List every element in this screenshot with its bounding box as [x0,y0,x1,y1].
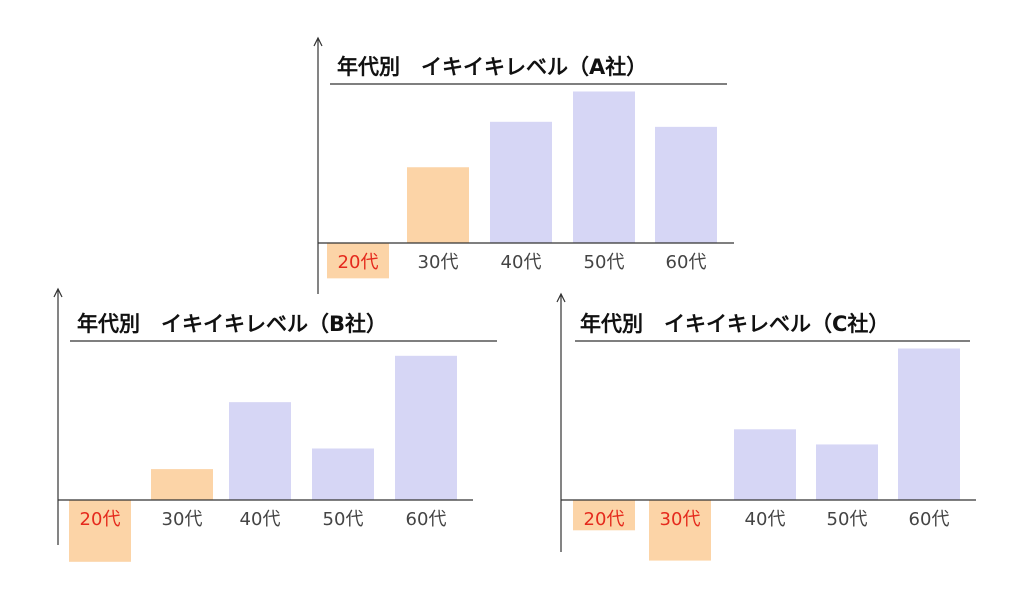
bar-company-c-1 [573,500,635,531]
y-axis-arrow-icon [53,287,63,298]
tick-label-company-c-5: 60代 [909,509,950,530]
tick-label-company-a-3: 40代 [501,252,542,273]
tick-label-company-b-3: 40代 [240,509,281,530]
tick-label-company-a-4: 50代 [584,252,625,273]
tick-label-company-a-5: 60代 [666,252,707,273]
bar-company-c-2 [649,500,711,561]
tick-label-company-a-1: 20代 [338,252,379,273]
chart-title-company-b: 年代別 イキイキレベル（B社） [77,312,387,336]
chart-company-b: 年代別 イキイキレベル（B社） 20代 30代 40代 50代 60代 [53,287,497,562]
tick-label-company-c-1: 20代 [584,509,625,530]
bar-company-c-4 [816,444,878,500]
tick-label-company-c-2: 30代 [660,509,701,530]
bar-company-a-2 [407,167,469,243]
tick-label-company-b-5: 60代 [406,509,447,530]
chart-title-company-a: 年代別 イキイキレベル（A社） [337,55,647,79]
y-axis-arrow-icon [313,36,323,47]
bar-company-a-3 [490,121,552,243]
tick-label-company-b-4: 50代 [323,509,364,530]
bar-company-a-1 [327,243,389,279]
bar-company-a-5 [655,126,717,243]
bar-company-c-3 [734,429,796,500]
bar-company-a-4 [573,91,635,243]
tick-label-company-b-1: 20代 [80,509,121,530]
chart-company-c: 年代別 イキイキレベル（C社） 20代 30代 40代 50代 60代 [556,292,976,561]
bar-company-b-3 [229,402,291,500]
tick-label-company-c-4: 50代 [827,509,868,530]
tick-label-company-a-2: 30代 [418,252,459,273]
chart-title-company-c: 年代別 イキイキレベル（C社） [580,312,889,336]
chart-company-a: 年代別 イキイキレベル（A社） 20代 30代 40代 50代 60代 [313,36,734,294]
y-axis-arrow-icon [556,292,566,303]
bar-company-b-5 [395,355,457,500]
tick-label-company-b-2: 30代 [162,509,203,530]
tick-label-company-c-3: 40代 [745,509,786,530]
bar-company-b-2 [151,469,213,500]
bar-company-b-4 [312,448,374,500]
bar-company-c-5 [898,348,960,500]
bar-company-b-1 [69,500,131,562]
